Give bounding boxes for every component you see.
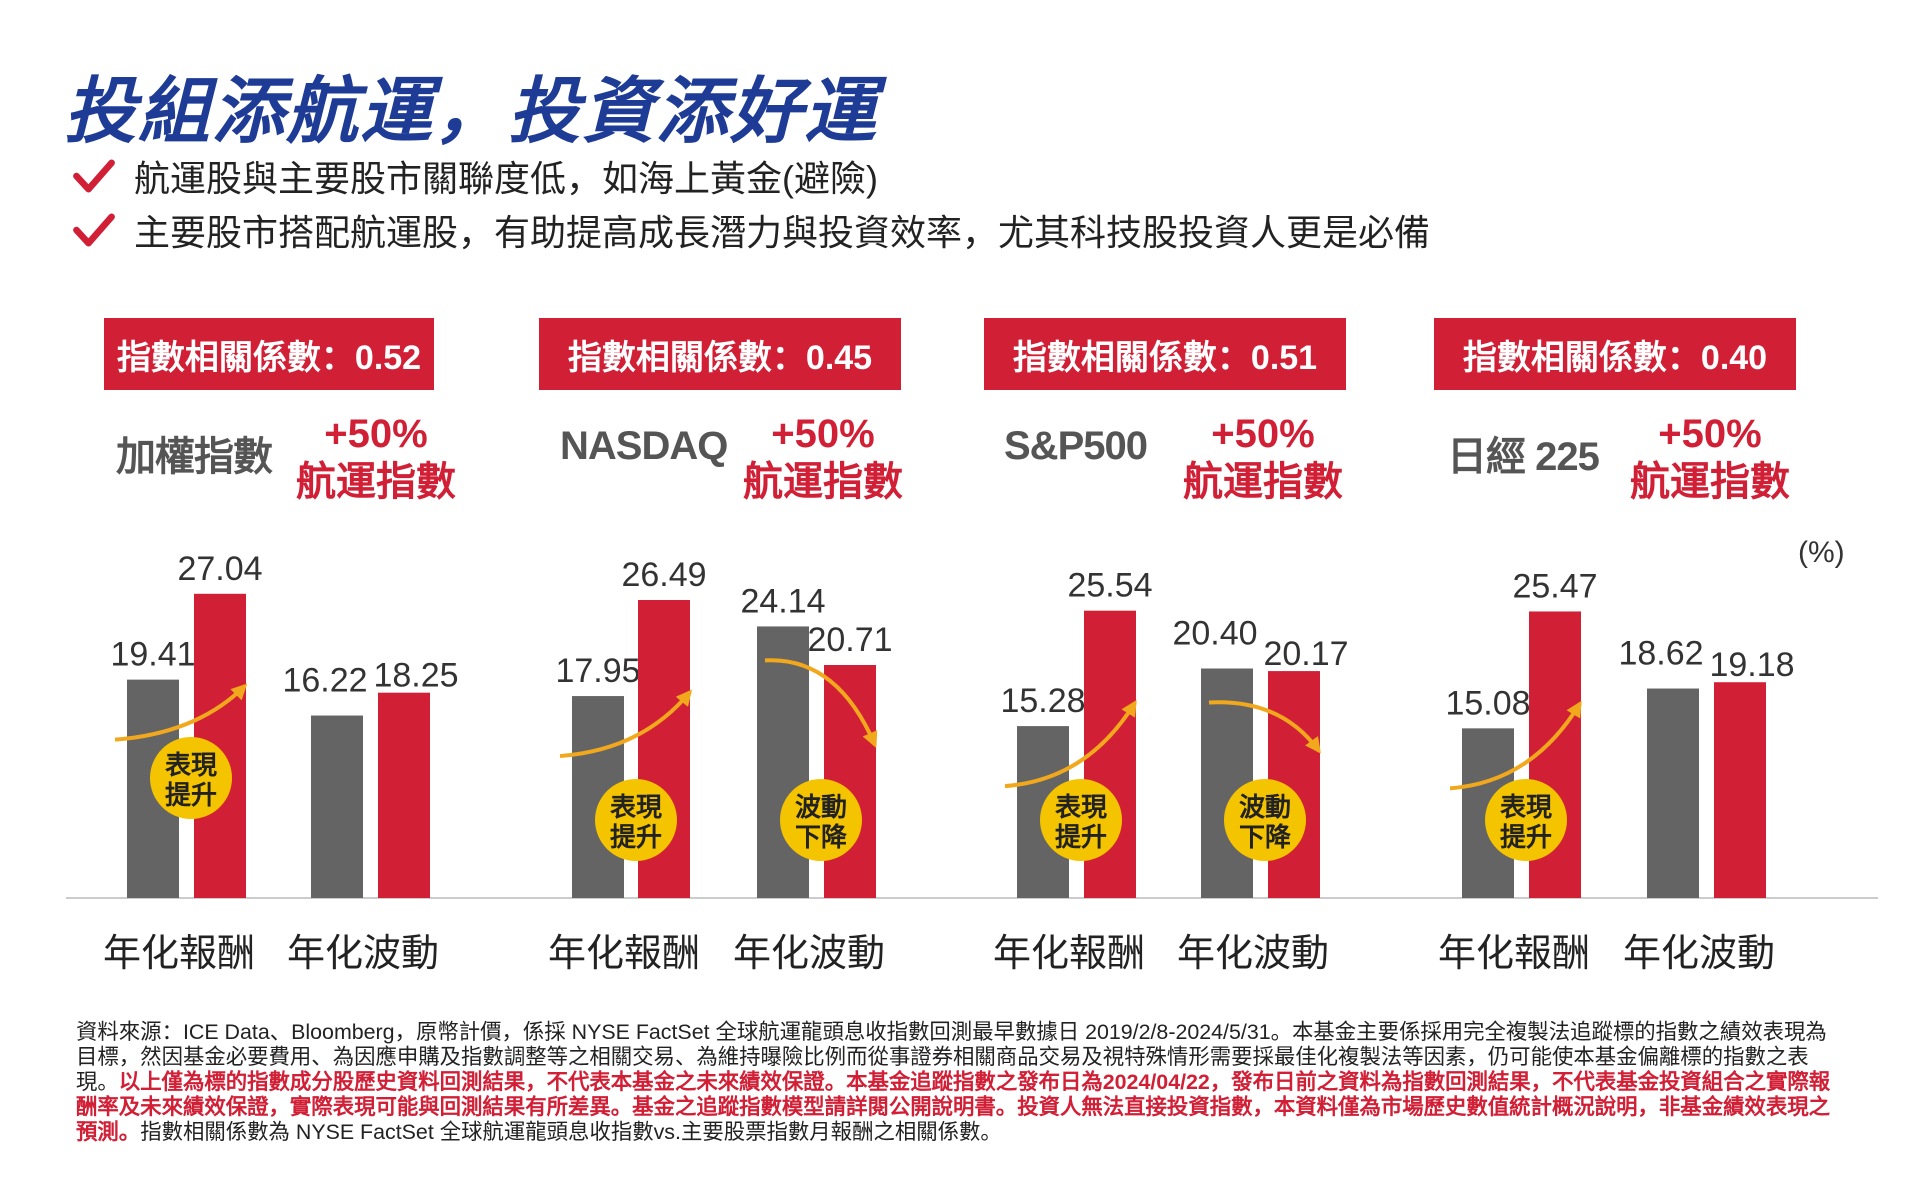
bullet-text: 航運股與主要股市關聯度低，如海上黃金(避險) xyxy=(134,158,878,199)
checkmark-icon xyxy=(73,159,115,193)
data-label: 20.17 xyxy=(1263,635,1348,673)
data-label: 20.71 xyxy=(807,621,892,659)
bullet-item: 主要股市搭配航運股，有助提高成長潛力與投資效率，尤其科技股投資人更是必備 xyxy=(72,204,1430,256)
highlight-badge xyxy=(1485,779,1567,861)
footnote-correlation-note: 指數相關係數為 NYSE FactSet 全球航運龍頭息收指數vs.主要股票指數… xyxy=(140,1120,1002,1144)
combo-bar xyxy=(378,692,430,898)
page-title: 投組添航運，投資添好運 xyxy=(64,72,879,152)
badge-text: 提升 xyxy=(610,822,662,852)
data-label: 27.04 xyxy=(177,550,262,588)
combo-label-line2: 航運指數 xyxy=(296,460,456,504)
data-label: 25.47 xyxy=(1512,567,1597,605)
category-label: 年化波動 xyxy=(1623,933,1775,975)
badge-text: 表現 xyxy=(165,750,217,780)
data-label: 24.14 xyxy=(740,582,825,620)
highlight-badge xyxy=(780,779,862,861)
data-label: 26.49 xyxy=(621,556,706,594)
index-name: NASDAQ xyxy=(560,424,728,468)
unit-label: (%) xyxy=(1798,536,1845,569)
correlation-badge: 指數相關係數：0.40 xyxy=(1434,318,1796,390)
badge-text: 提升 xyxy=(1500,822,1552,852)
data-label: 18.25 xyxy=(373,657,458,695)
highlight-badge xyxy=(1040,779,1122,861)
index-name: S&P500 xyxy=(1004,424,1148,468)
combo-label-line2: 航運指數 xyxy=(1183,460,1343,504)
combo-label: +50% 航運指數 xyxy=(1630,410,1790,506)
category-label: 年化波動 xyxy=(287,933,439,975)
category-label: 年化波動 xyxy=(1177,933,1329,975)
combo-label: +50% 航運指數 xyxy=(743,410,903,506)
index-name: 加權指數 xyxy=(116,435,273,479)
data-label: 18.62 xyxy=(1618,635,1703,673)
badge-text: 表現 xyxy=(1055,792,1107,822)
combo-label-line1: +50% xyxy=(324,412,428,456)
highlight-badge xyxy=(150,737,232,819)
highlight-badge xyxy=(595,779,677,861)
data-label: 15.28 xyxy=(1000,682,1085,720)
badge-text: 表現 xyxy=(1500,792,1552,822)
badge-text: 波動 xyxy=(795,792,847,822)
category-label: 年化報酬 xyxy=(993,933,1145,975)
badge-text: 提升 xyxy=(1055,822,1107,852)
combo-bar xyxy=(1714,682,1766,898)
combo-label-line1: +50% xyxy=(771,412,875,456)
data-label: 20.40 xyxy=(1172,615,1257,653)
data-label: 19.18 xyxy=(1709,646,1794,684)
combo-label-line2: 航運指數 xyxy=(743,460,903,504)
data-label: 19.41 xyxy=(110,636,195,674)
bullet-item: 航運股與主要股市關聯度低，如海上黃金(避險) xyxy=(72,150,878,202)
trend-down-arrow xyxy=(764,658,878,748)
badge-text: 下降 xyxy=(1239,822,1292,852)
checkmark-icon xyxy=(73,213,115,247)
trend-up-arrow xyxy=(559,689,693,759)
trend-down-arrow xyxy=(1208,700,1321,754)
category-label: 年化報酬 xyxy=(103,933,255,975)
category-label: 年化報酬 xyxy=(1438,933,1590,975)
data-label: 17.95 xyxy=(555,652,640,690)
combo-label-line1: +50% xyxy=(1211,412,1315,456)
index-bar xyxy=(1647,688,1699,898)
index-bar xyxy=(1201,668,1253,898)
footnote: 資料來源：ICE Data、Bloomberg，原幣計價，係採 NYSE Fac… xyxy=(76,1020,1846,1145)
combo-label: +50% 航運指數 xyxy=(296,410,456,506)
correlation-badge: 指數相關係數：0.45 xyxy=(539,318,901,390)
badge-text: 提升 xyxy=(165,780,217,810)
trend-up-arrow xyxy=(1004,699,1137,789)
category-label: 年化波動 xyxy=(733,933,885,975)
combo-label-line2: 航運指數 xyxy=(1630,460,1790,504)
data-label: 15.08 xyxy=(1445,684,1530,722)
index-bar xyxy=(311,715,363,898)
correlation-badge: 指數相關係數：0.52 xyxy=(104,318,434,390)
data-label: 25.54 xyxy=(1067,567,1152,605)
combo-label: +50% 航運指數 xyxy=(1183,410,1343,506)
data-label: 16.22 xyxy=(282,662,367,700)
footnote-source: 資料來源：ICE Data、Bloomberg，原幣計價，係採 NYSE Fac… xyxy=(76,1020,1827,1094)
footnote-disclaimer: 以上僅為標的指數成分股歷史資料回測結果，不代表本基金之未來績效保證。本基金追蹤指… xyxy=(76,1070,1831,1144)
badge-text: 表現 xyxy=(610,792,662,822)
trend-up-arrow xyxy=(1449,700,1582,791)
badge-text: 下降 xyxy=(795,822,848,852)
trend-up-arrow xyxy=(114,683,248,742)
correlation-badge: 指數相關係數：0.51 xyxy=(984,318,1346,390)
bullet-text: 主要股市搭配航運股，有助提高成長潛力與投資效率，尤其科技股投資人更是必備 xyxy=(134,212,1431,253)
category-label: 年化報酬 xyxy=(548,933,700,975)
combo-label-line1: +50% xyxy=(1658,412,1762,456)
badge-text: 波動 xyxy=(1239,792,1291,822)
index-bar xyxy=(757,626,809,898)
index-name: 日經 225 xyxy=(1447,435,1600,479)
highlight-badge xyxy=(1224,779,1306,861)
